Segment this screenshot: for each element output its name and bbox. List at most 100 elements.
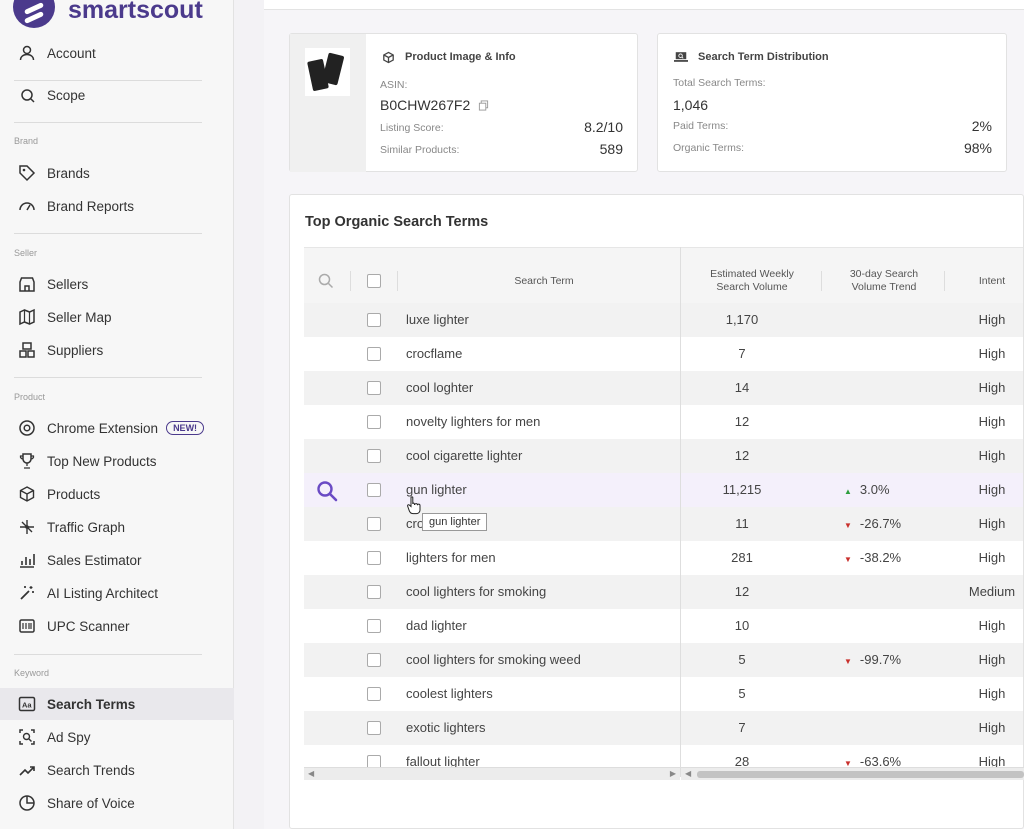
scroll-left-icon[interactable]: ◀: [685, 769, 692, 778]
table-row[interactable]: cool lighters for smoking 12 Medium: [304, 575, 1023, 609]
column-header-intent[interactable]: Intent: [978, 275, 1006, 287]
top-bar: [264, 0, 1024, 10]
search-term-cell[interactable]: gun lighter: [406, 482, 467, 497]
trend-value: -63.6%: [859, 754, 902, 769]
left-horizontal-scrollbar[interactable]: ◀ ▶: [304, 767, 680, 780]
volume-trend-cell: ▼ -99.7%: [844, 643, 954, 677]
row-checkbox[interactable]: [367, 721, 381, 735]
sidebar-item-seller-map[interactable]: Seller Map: [17, 306, 112, 328]
row-checkbox[interactable]: [367, 517, 381, 531]
weekly-volume-cell: 11: [735, 516, 749, 531]
intent-cell: High: [978, 414, 1006, 429]
sidebar-item-account[interactable]: Account: [17, 42, 96, 64]
sidebar-item-brand-reports[interactable]: Brand Reports: [17, 195, 134, 217]
trend-value: -26.7%: [859, 516, 902, 531]
search-term-cell[interactable]: luxe lighter: [406, 312, 469, 327]
table-row[interactable]: coolest lighters 5 High: [304, 677, 1023, 711]
sidebar-item-share-of-voice[interactable]: Share of Voice: [17, 792, 135, 814]
table-row[interactable]: exotic lighters 7 High: [304, 711, 1023, 745]
sidebar-item-search-terms[interactable]: Aa Search Terms: [0, 688, 234, 720]
hand-cursor-icon: [406, 496, 422, 521]
intent-cell: High: [978, 550, 1006, 565]
scroll-left-icon[interactable]: ◀: [308, 769, 315, 778]
product-image-area: [290, 34, 366, 172]
select-all-checkbox[interactable]: [367, 274, 381, 288]
search-term-cell[interactable]: novelty lighters for men: [406, 414, 541, 429]
search-term-cell[interactable]: fallout lighter: [406, 754, 480, 769]
volume-trend-cell: [844, 609, 954, 643]
term-tooltip: gun lighter: [422, 513, 488, 531]
column-header-volume-trend[interactable]: 30-day Search Volume Trend: [849, 268, 919, 293]
organic-terms-label: Organic Terms:: [673, 142, 744, 154]
column-header-search-term[interactable]: Search Term: [514, 275, 574, 287]
sidebar-item-scope[interactable]: Scope: [17, 84, 85, 106]
right-horizontal-scrollbar[interactable]: ◀: [681, 767, 1024, 780]
row-checkbox[interactable]: [367, 687, 381, 701]
search-term-cell[interactable]: cool cigarette lighter: [406, 448, 523, 463]
scroll-right-icon[interactable]: ▶: [669, 769, 676, 778]
table-row[interactable]: fallout lighter 28 ▼ -63.6% High: [304, 745, 1023, 779]
table-row[interactable]: cool loghter 14 High: [304, 371, 1023, 405]
row-checkbox[interactable]: [367, 585, 381, 599]
row-checkbox[interactable]: [367, 347, 381, 361]
table-row[interactable]: dad lighter 10 High: [304, 609, 1023, 643]
weekly-volume-cell: 12: [734, 584, 750, 599]
weekly-volume-cell: 7: [738, 720, 746, 735]
listing-score-label: Listing Score:: [380, 122, 444, 134]
sidebar-item-traffic-graph[interactable]: Traffic Graph: [17, 516, 125, 538]
scanner-icon: [17, 616, 37, 636]
copy-icon[interactable]: [478, 98, 489, 114]
sidebar-item-suppliers[interactable]: Suppliers: [17, 339, 103, 361]
sidebar-item-ad-spy[interactable]: Ad Spy: [17, 726, 91, 748]
table-row[interactable]: cool cigarette lighter 12 High: [304, 439, 1023, 473]
row-checkbox[interactable]: [367, 449, 381, 463]
content-gutter: [234, 0, 264, 829]
table-row[interactable]: luxe lighter 1,170 High: [304, 303, 1023, 337]
search-term-cell[interactable]: cool lighters for smoking weed: [406, 652, 581, 667]
row-checkbox[interactable]: [367, 483, 381, 497]
sidebar-item-ai-listing-architect[interactable]: AI Listing Architect: [17, 582, 158, 604]
table-row[interactable]: lighters for men 281 ▼ -38.2% High: [304, 541, 1023, 575]
paid-terms-label: Paid Terms:: [673, 120, 729, 132]
search-term-cell[interactable]: dad lighter: [406, 618, 467, 633]
table-row[interactable]: novelty lighters for men 12 High: [304, 405, 1023, 439]
section-label-brand: Brand: [14, 136, 39, 146]
sidebar-item-upc-scanner[interactable]: UPC Scanner: [17, 615, 130, 637]
search-term-cell[interactable]: lighters for men: [406, 550, 496, 565]
table-row[interactable]: cool lighters for smoking weed 5 ▼ -99.7% Hi…: [304, 643, 1023, 677]
product-image[interactable]: [305, 48, 350, 96]
search-term-cell[interactable]: coolest lighters: [406, 686, 493, 701]
search-icon[interactable]: [316, 480, 338, 502]
asin-value: B0CHW267F2: [380, 97, 489, 114]
sidebar-item-label: Sales Estimator: [47, 552, 142, 568]
search-term-cell[interactable]: exotic lighters: [406, 720, 486, 735]
search-icon[interactable]: [318, 273, 334, 294]
trend-down-icon: ▼: [844, 657, 852, 666]
table-row[interactable]: gun lighter 11,215 ▲ 3.0% High: [304, 473, 1023, 507]
sidebar-item-sellers[interactable]: Sellers: [17, 273, 88, 295]
column-header-weekly-volume[interactable]: Estimated Weekly Search Volume: [710, 268, 794, 293]
sidebar-item-sales-estimator[interactable]: Sales Estimator: [17, 549, 142, 571]
row-checkbox[interactable]: [367, 313, 381, 327]
row-checkbox[interactable]: [367, 551, 381, 565]
sidebar-item-search-trends[interactable]: Search Trends: [17, 759, 135, 781]
table-row[interactable]: crocflame 7 High: [304, 337, 1023, 371]
sidebar-item-brands[interactable]: Brands: [17, 162, 90, 184]
cube-icon: [17, 484, 37, 504]
row-checkbox[interactable]: [367, 415, 381, 429]
search-term-cell[interactable]: cool lighters for smoking: [406, 584, 547, 599]
search-term-cell[interactable]: crocflame: [406, 346, 463, 361]
brand-logo[interactable]: smartscout: [13, 0, 203, 28]
similar-products-value[interactable]: 589: [599, 141, 623, 157]
sidebar-item-top-new-products[interactable]: Top New Products: [17, 450, 157, 472]
row-checkbox[interactable]: [367, 619, 381, 633]
sidebar-item-products[interactable]: Products: [17, 483, 100, 505]
chrome-icon: [17, 418, 37, 438]
intent-cell: High: [978, 380, 1006, 395]
row-checkbox[interactable]: [367, 653, 381, 667]
search-term-cell[interactable]: cool loghter: [406, 380, 474, 395]
logo-icon: [13, 0, 55, 28]
scrollbar-thumb[interactable]: [697, 771, 1024, 778]
row-checkbox[interactable]: [367, 381, 381, 395]
sidebar-item-chrome-extension[interactable]: Chrome Extension NEW!: [17, 417, 205, 439]
